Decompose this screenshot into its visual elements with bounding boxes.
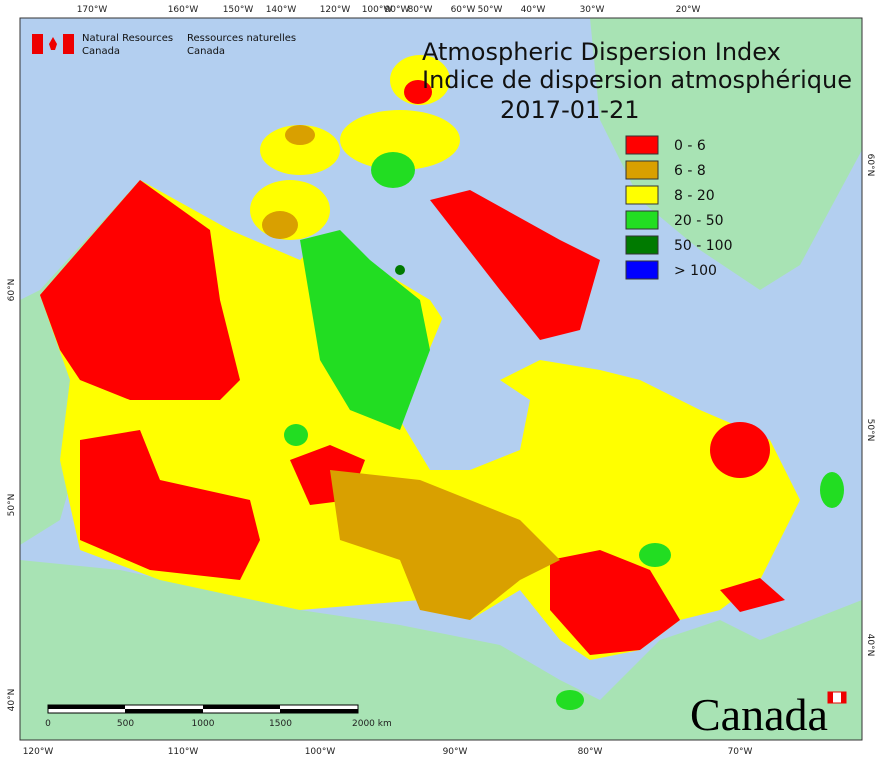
graticule-label: 50°W [478,5,503,15]
scale-label: 500 [117,719,134,729]
zone-orange [285,125,315,145]
graticule-label: 70°W [728,747,753,757]
frame [19,17,863,741]
graticule-label: 60°N [865,154,875,177]
graticule-label: 60°N [7,279,17,302]
legend-swatch [625,235,659,255]
graticule-label: 40°N [7,689,17,712]
agency-fr: Ressources naturelles [187,33,296,44]
zone-yellow [340,110,460,170]
zone-green [284,424,308,446]
flag-bar [32,34,43,54]
graticule-label: 30°W [580,5,605,15]
legend-swatch [625,185,659,205]
zone-red [404,80,432,104]
graticule-label: 100°W [305,747,336,757]
scale-seg [280,709,358,713]
legend-label: 0 - 6 [674,138,706,154]
legend-label: 6 - 8 [674,163,706,179]
agency-en: Natural Resources [82,33,173,44]
zone-green [639,543,671,567]
hudson-bay [400,300,530,470]
scale-seg [125,709,203,713]
legend-swatch [625,260,659,280]
graticule-label: 90°W [443,747,468,757]
graticule-label: 110°W [168,747,199,757]
legend-swatch [625,210,659,230]
graticule-label: 20°W [676,5,701,15]
zone-red [40,180,240,400]
wordmark: Canada [690,689,847,740]
legend-label: > 100 [674,263,717,279]
zone-green [556,690,584,710]
scale-label: 2000 km [352,719,392,729]
zone-green [820,472,844,508]
title: Atmospheric Dispersion Index [422,38,781,66]
zone-red [720,578,785,612]
legend-label: 50 - 100 [674,238,733,254]
scale-seg [203,705,280,709]
graticule-labels: 170°W 160°W 150°W 140°W 120°W 100°W90°W80°W 60… [7,5,875,757]
scale-label: 0 [45,719,51,729]
legend-label: 20 - 50 [674,213,724,229]
zone-red [430,190,600,340]
scale-label: 1000 [192,719,215,729]
graticule-label: 80°W [408,5,433,15]
scale-labels: 0 500 1000 1500 2000 km [45,719,392,729]
legend: 0 - 6 6 - 8 8 - 20 20 - 50 50 - 100 > 100 [625,135,733,280]
graticule-label: 120°W [23,747,54,757]
zone-green [300,230,430,430]
legend-label: 8 - 20 [674,188,715,204]
agency-en: Canada [82,46,120,57]
greenland [590,18,862,290]
graticule-label: 170°W [77,5,108,15]
scale-seg [48,705,125,709]
zone-orange [262,211,298,239]
zone-red [80,430,260,580]
graticule-label: 40°N [865,634,875,657]
wordmark-text: Canada [690,689,828,740]
graticule-label: 80°W [578,747,603,757]
zone-red [710,422,770,478]
flag-bar [63,34,74,54]
wordmark-flag [841,692,846,703]
zone-red [550,550,680,655]
date: 2017-01-21 [500,96,639,124]
agency-fr: Canada [187,46,225,57]
graticule-label: 150°W [223,5,254,15]
zone-green [371,152,415,188]
legend-swatch [625,135,659,155]
agency-logo: Natural Resources Canada Ressources natu… [32,33,296,57]
graticule-label: 40°W [521,5,546,15]
graticule-label: 50°N [865,419,875,442]
graticule-label: 90°W [385,5,410,15]
zone-yellow [260,125,340,175]
scale-bar [47,704,359,714]
graticule-label: 50°N [7,494,17,517]
legend-swatch [625,160,659,180]
graticule-label: 100°W [362,5,393,15]
graticule-label: 160°W [168,5,199,15]
zone-darkgreen [395,265,405,275]
wordmark-flag [828,692,833,703]
graticule-label: 120°W [320,5,351,15]
scale-label: 1500 [269,719,292,729]
graticule-label: 60°W [451,5,476,15]
usa [20,560,862,740]
title: Indice de dispersion atmosphérique [422,66,852,94]
dispersion-zones [40,55,844,710]
graticule-label: 140°W [266,5,297,15]
zone-orange [330,470,560,620]
flag-leaf [49,37,57,50]
